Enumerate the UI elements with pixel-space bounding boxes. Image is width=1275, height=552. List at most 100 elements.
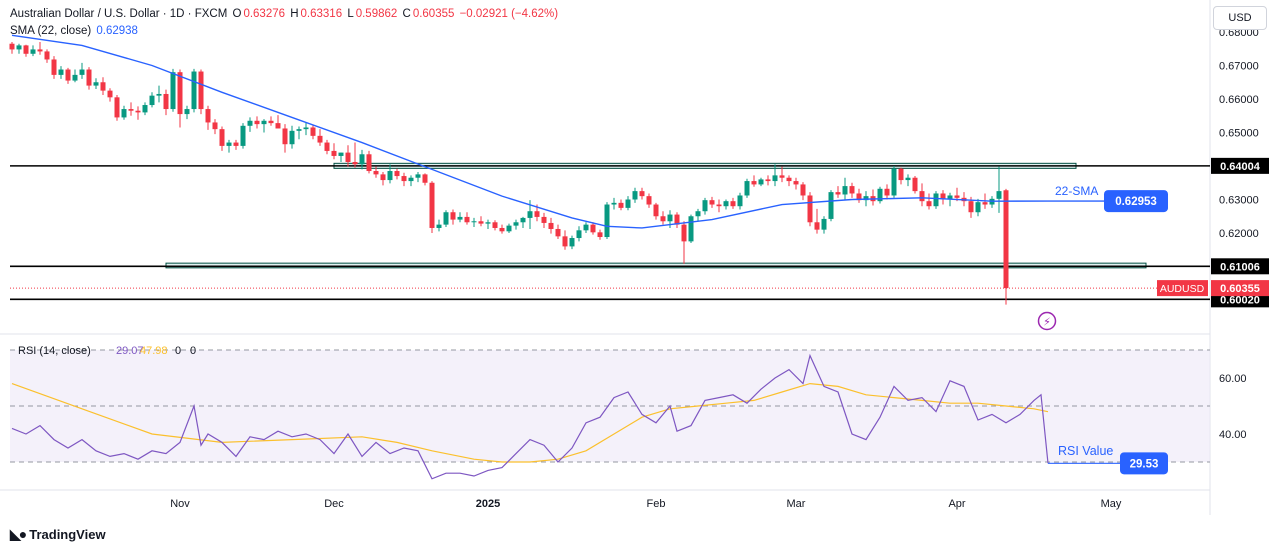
rsi-scale-tick: 40.00 (1219, 429, 1247, 441)
candle-body (93, 82, 99, 86)
last-price-badge-text: 0.60355 (1220, 283, 1260, 295)
candle-body (394, 171, 400, 177)
candle-body (135, 110, 141, 113)
rsi-title: RSI (14, close) (18, 345, 91, 357)
candle-body (891, 168, 897, 196)
candle-body (275, 123, 281, 129)
candle-body (555, 228, 561, 237)
candle-body (884, 188, 890, 196)
candle-body (611, 202, 617, 205)
candle-body (926, 201, 932, 207)
candle-body (590, 224, 596, 233)
candle-body (751, 181, 757, 185)
sma-value: 0.62938 (96, 25, 138, 37)
candle-body (499, 227, 505, 232)
candle-body (51, 59, 57, 75)
candle-body (443, 212, 449, 225)
candle-body (520, 217, 526, 223)
candle-body (632, 191, 638, 200)
candle-body (492, 222, 498, 228)
candle-body (457, 216, 463, 220)
event-marker-icon (1037, 311, 1057, 331)
candle-body (660, 216, 666, 222)
sma-value-badge (1104, 190, 1168, 213)
candle-body (968, 201, 974, 213)
high-value: 0.63316 (300, 8, 343, 20)
candle-body (170, 72, 176, 110)
currency-button[interactable]: USD (1213, 6, 1267, 30)
candle-body (842, 186, 848, 195)
candle-body (779, 175, 785, 178)
candle-body (821, 218, 827, 230)
sma-legend: SMA (22, close) 0.62938 (10, 25, 140, 37)
rsi-scale-tick: 60.00 (1219, 373, 1247, 385)
candle-body (219, 129, 225, 146)
candle-body (730, 201, 736, 207)
candle-body (534, 211, 540, 217)
candle-body (569, 238, 575, 247)
candle-body (877, 188, 883, 202)
candle-body (366, 154, 372, 172)
candle-body (828, 192, 834, 219)
open-label: O (232, 8, 242, 20)
candle-body (380, 174, 386, 181)
price-scale-tick: 0.63000 (1219, 195, 1259, 207)
candle-body (338, 152, 344, 156)
candle-body (639, 191, 645, 197)
candle-body (905, 177, 911, 181)
candle-body (758, 179, 764, 185)
candle-body (44, 51, 50, 60)
candle-body (737, 195, 743, 207)
lightning-icon: ⚡ (1043, 316, 1051, 329)
candle-body (261, 120, 267, 125)
candle-body (695, 211, 701, 217)
candle-body (667, 214, 673, 222)
candle-body (16, 45, 22, 50)
candle-body (331, 150, 337, 156)
candle-body (688, 216, 694, 242)
candle-body (772, 175, 778, 182)
sma-line (11, 34, 1049, 229)
change-value: −0.02921 (−4.62%) (459, 8, 559, 20)
symbol-badge-text: AUDUSD (1160, 283, 1205, 295)
level-badge-text: 0.64004 (1220, 161, 1261, 173)
last-price-badge (1211, 280, 1269, 297)
rsi-line (11, 353, 1049, 480)
candle-body (898, 168, 904, 181)
candle-body (506, 225, 512, 232)
candle-body (282, 128, 288, 145)
candle-body (940, 193, 946, 200)
time-axis-tick: Nov (170, 498, 190, 510)
candle-body (982, 202, 988, 205)
candle-body (814, 222, 820, 230)
candle-body (933, 193, 939, 207)
price-scale-tick: 0.68000 (1219, 27, 1259, 39)
candle-body (352, 161, 358, 165)
candle-body (856, 193, 862, 201)
candle-body (65, 69, 71, 81)
candle-body (912, 177, 918, 192)
candle-body (408, 177, 414, 182)
candle-body (58, 69, 64, 75)
candle-body (226, 142, 232, 146)
candle-body (86, 69, 92, 86)
candle-body (919, 191, 925, 202)
candle-body (212, 122, 218, 130)
candle-body (240, 125, 246, 146)
candle-body (786, 177, 792, 182)
sma-annotation: 22-SMA (1055, 184, 1098, 198)
candle-body (702, 200, 708, 212)
candle-body (618, 202, 624, 208)
support-resistance-zone (165, 262, 1147, 269)
candle-body (100, 82, 106, 91)
candle-body (863, 196, 869, 201)
sma-label: SMA (22, close) (10, 25, 92, 37)
candle-body (723, 201, 729, 207)
candle-body (142, 105, 148, 113)
tradingview-logo-icon: ◣● (10, 526, 27, 542)
candle-body (625, 199, 631, 208)
rsi-value-badge (1120, 452, 1168, 475)
candle-body (793, 181, 799, 185)
high-label: H (290, 8, 299, 20)
